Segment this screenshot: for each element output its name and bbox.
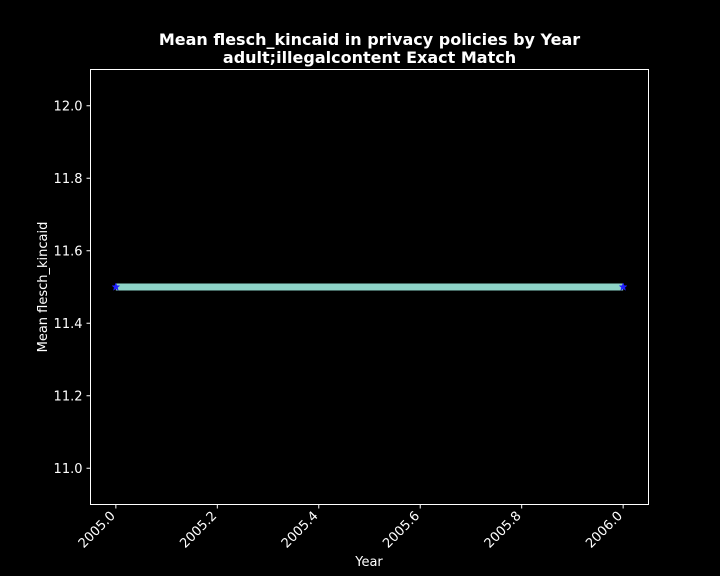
data-point-marker (111, 282, 121, 291)
y-tick-label: 11.8 (54, 172, 83, 187)
y-tick-label: 11.0 (54, 462, 83, 477)
y-axis: 11.0 11.2 11.4 11.6 11.8 12.0 (54, 99, 91, 477)
series-layer (111, 282, 628, 291)
y-tick-label: 12.0 (54, 99, 83, 114)
y-axis-label: Mean flesch_kincaid (36, 222, 51, 353)
chart-title-line-2: adult;illegalcontent Exact Match (223, 48, 516, 67)
y-tick-label: 11.4 (54, 317, 83, 332)
y-tick-label: 11.2 (54, 389, 83, 404)
chart-title-line-1: Mean flesch_kincaid in privacy policies … (159, 30, 580, 49)
y-tick-label: 11.6 (54, 244, 83, 259)
x-axis-label: Year (354, 555, 383, 570)
data-point-marker (618, 282, 628, 291)
plot-frame (90, 69, 649, 505)
